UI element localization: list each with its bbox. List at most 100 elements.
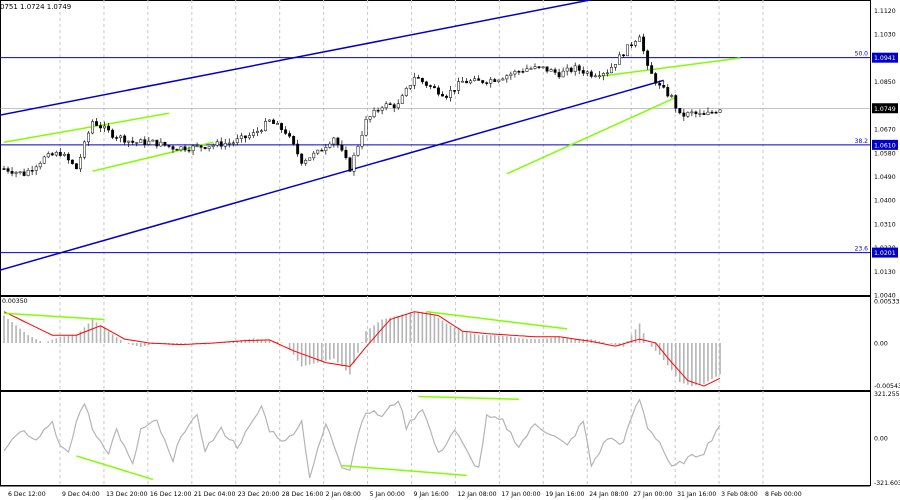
time-tick-label: 8 Feb 00:00: [765, 491, 802, 498]
candle-body: [70, 159, 74, 164]
candle-body: [356, 146, 360, 156]
candle-body: [219, 141, 223, 147]
candle-body: [195, 145, 199, 147]
candle-body: [207, 146, 211, 149]
candle-body: [78, 157, 82, 170]
candle-body: [392, 104, 396, 108]
cci-tick-label: -321.603: [874, 480, 900, 487]
candle-body: [46, 153, 50, 158]
trend-channel-line: [0, 0, 594, 116]
candle-body: [14, 172, 18, 174]
candle-body: [239, 135, 243, 140]
candle-body: [593, 75, 597, 78]
candle-body: [432, 86, 436, 89]
candle-body: [360, 135, 364, 147]
candle-body: [449, 90, 452, 98]
time-tick-label: 16 Dec 12:00: [150, 491, 192, 498]
candle-body: [605, 72, 609, 75]
macd-divergence-line: [426, 310, 568, 330]
candle-body: [151, 139, 155, 142]
cci-frame: [0, 391, 871, 486]
fib-price-marker: [872, 247, 898, 258]
candle-body: [119, 135, 123, 139]
candle-body: [581, 70, 585, 74]
time-tick-label: 17 Jan 00:00: [501, 491, 540, 498]
candle-body: [541, 66, 545, 69]
candle-body: [127, 140, 131, 143]
candle-body: [336, 137, 340, 146]
candle-body: [404, 88, 408, 96]
candle-body: [66, 153, 70, 161]
candle-body: [589, 71, 593, 77]
candle-body: [561, 70, 565, 78]
time-tick-label: 2 Jan 08:00: [326, 491, 361, 498]
candle-body: [694, 111, 698, 114]
candle-body: [670, 95, 674, 97]
price-panel: 1.1120 1.1030 1.0850 1.0670 1.0580 1.0490 1.04…: [0, 0, 898, 300]
price-tick-label: 1.0310: [874, 221, 896, 228]
fib-level-label: 38.2: [855, 138, 869, 145]
candle-body: [674, 95, 678, 109]
candle-body: [622, 54, 625, 57]
candle-body: [650, 65, 654, 74]
candle-body: [348, 157, 352, 172]
candle-body: [609, 66, 613, 74]
price-tick-label: 1.0130: [874, 269, 896, 276]
candle-body: [288, 133, 292, 137]
candle-body: [525, 68, 529, 72]
candle-body: [646, 50, 650, 66]
candle-body: [658, 82, 662, 86]
candle-body: [352, 154, 356, 172]
candle-body: [577, 65, 581, 71]
time-tick-label: 31 Jan 16:00: [677, 491, 716, 498]
macd-panel: 0.00533 0.00 -0.00543 0.00350: [0, 296, 900, 391]
candle-body: [191, 145, 195, 151]
time-tick-label: 13 Dec 20:00: [106, 491, 148, 498]
candle-body: [6, 168, 10, 172]
candle-body: [457, 81, 461, 91]
candle-body: [99, 125, 102, 129]
candle-body: [143, 139, 147, 145]
divergence-line: [3, 112, 170, 143]
price-frame: [0, 0, 871, 296]
candle-body: [662, 84, 666, 88]
candle-body: [489, 79, 493, 84]
price-tick-label: 1.0580: [874, 150, 896, 157]
candle-body: [264, 120, 267, 131]
candle-body: [30, 170, 34, 172]
candle-body: [424, 81, 428, 86]
candle-body: [247, 135, 251, 139]
candle-body: [147, 140, 151, 145]
candle-body: [83, 141, 86, 158]
candle-body: [26, 170, 30, 176]
fib-price-marker: [872, 52, 898, 63]
candle-body: [223, 143, 227, 147]
candle-body: [710, 111, 714, 114]
macd-signal-line: [3, 311, 721, 387]
candle-body: [416, 77, 420, 79]
candle-body: [400, 95, 404, 104]
time-tick-label: 9 Dec 04:00: [62, 491, 100, 498]
candle-body: [304, 160, 308, 164]
candle-body: [203, 147, 207, 149]
candle-body: [179, 146, 183, 151]
candle-body: [553, 69, 557, 73]
candle-body: [473, 78, 477, 82]
candle-body: [215, 141, 219, 146]
candle-body: [557, 72, 561, 78]
trend-channel-line: [0, 79, 664, 271]
candle-body: [408, 85, 412, 89]
candle-body: [477, 78, 481, 81]
candle-body: [549, 69, 553, 72]
candle-body: [501, 78, 505, 81]
candle-body: [497, 79, 501, 82]
cci-divergence-line: [418, 395, 519, 401]
candle-body: [461, 80, 465, 83]
macd-tick-label: -0.00543: [874, 383, 900, 390]
time-tick-label: 19 Jan 16:00: [545, 491, 584, 498]
candle-body: [87, 132, 90, 143]
candle-body: [131, 140, 135, 143]
candle-body: [58, 152, 62, 156]
fib-level-label: 23.6: [855, 246, 869, 253]
